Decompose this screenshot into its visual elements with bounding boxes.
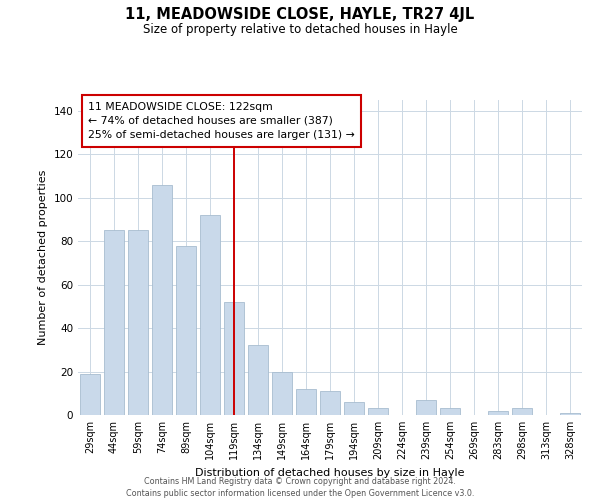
Text: Contains HM Land Registry data © Crown copyright and database right 2024.: Contains HM Land Registry data © Crown c… <box>144 478 456 486</box>
Bar <box>176 246 196 415</box>
Text: 11, MEADOWSIDE CLOSE, HAYLE, TR27 4JL: 11, MEADOWSIDE CLOSE, HAYLE, TR27 4JL <box>125 8 475 22</box>
Bar <box>344 402 364 415</box>
Text: Size of property relative to detached houses in Hayle: Size of property relative to detached ho… <box>143 22 457 36</box>
Bar <box>128 230 148 415</box>
Bar <box>248 346 268 415</box>
Bar <box>440 408 460 415</box>
Text: 11 MEADOWSIDE CLOSE: 122sqm
← 74% of detached houses are smaller (387)
25% of se: 11 MEADOWSIDE CLOSE: 122sqm ← 74% of det… <box>88 102 355 140</box>
Bar <box>320 391 340 415</box>
Bar <box>104 230 124 415</box>
Bar <box>416 400 436 415</box>
Bar <box>368 408 388 415</box>
Bar <box>200 215 220 415</box>
Bar <box>296 389 316 415</box>
X-axis label: Distribution of detached houses by size in Hayle: Distribution of detached houses by size … <box>195 468 465 477</box>
Y-axis label: Number of detached properties: Number of detached properties <box>38 170 48 345</box>
Text: Contains public sector information licensed under the Open Government Licence v3: Contains public sector information licen… <box>126 489 474 498</box>
Bar <box>80 374 100 415</box>
Bar <box>152 184 172 415</box>
Bar <box>560 413 580 415</box>
Bar <box>488 410 508 415</box>
Bar <box>512 408 532 415</box>
Bar <box>272 372 292 415</box>
Bar <box>224 302 244 415</box>
